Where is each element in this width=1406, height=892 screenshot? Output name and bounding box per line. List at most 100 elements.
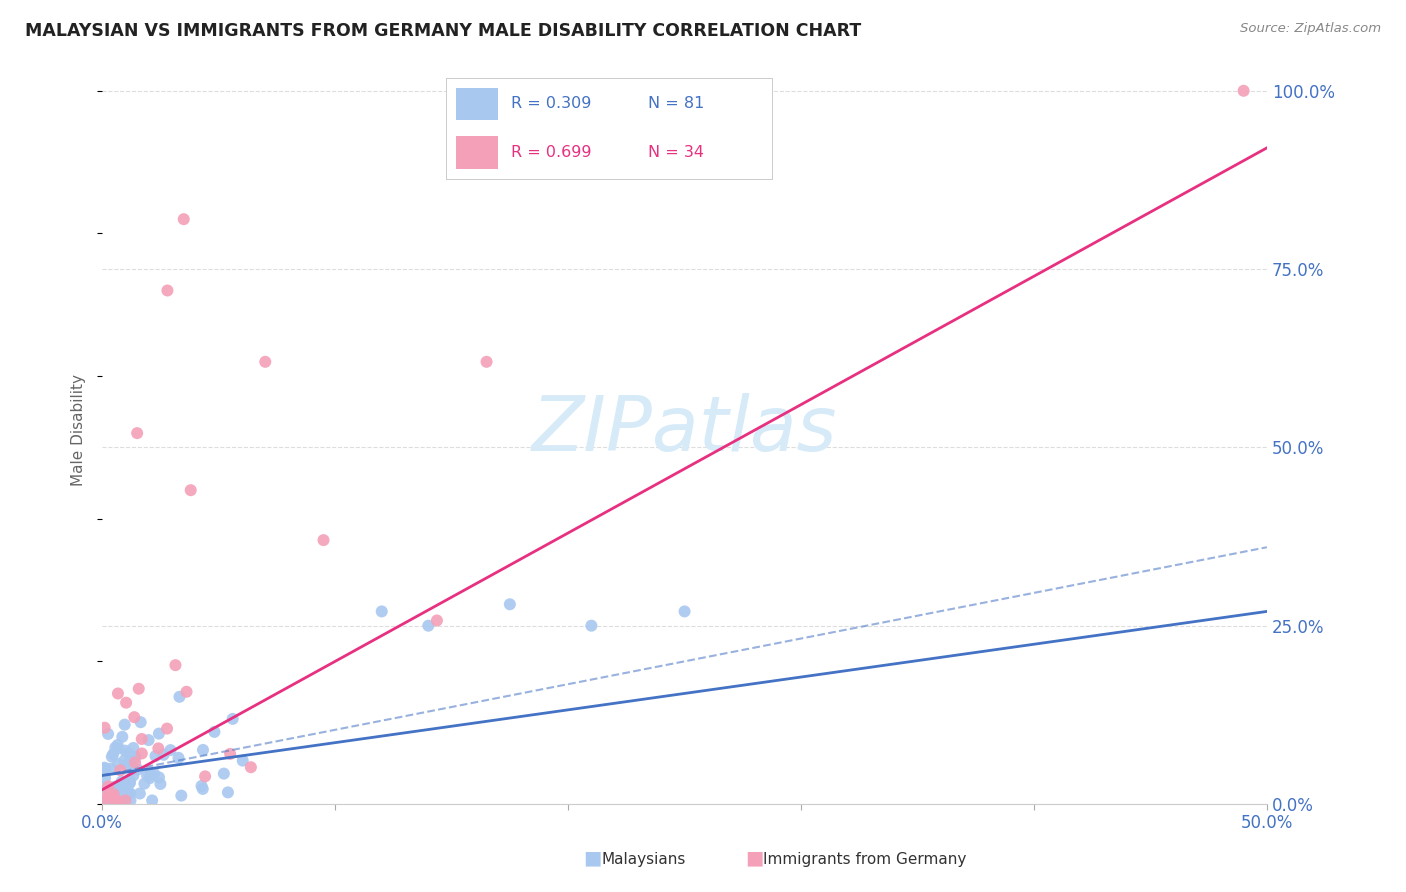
Point xyxy=(110,764,132,778)
Point xyxy=(98,793,121,807)
Point xyxy=(117,746,139,760)
Point xyxy=(127,426,149,441)
Point xyxy=(107,793,129,807)
Point xyxy=(190,779,212,793)
Point xyxy=(120,756,142,770)
Point xyxy=(114,744,136,758)
Point xyxy=(117,760,139,774)
Point xyxy=(118,756,141,770)
Point xyxy=(581,618,603,632)
Point xyxy=(426,614,449,628)
Point xyxy=(173,212,195,227)
Point xyxy=(111,730,134,744)
Text: ZIPatlas: ZIPatlas xyxy=(531,392,837,467)
Point xyxy=(101,780,124,795)
Point xyxy=(107,738,129,752)
Point xyxy=(212,766,235,780)
Point xyxy=(134,777,156,791)
Text: MALAYSIAN VS IMMIGRANTS FROM GERMANY MALE DISABILITY CORRELATION CHART: MALAYSIAN VS IMMIGRANTS FROM GERMANY MAL… xyxy=(25,22,862,40)
Point xyxy=(107,686,129,700)
Point xyxy=(159,743,181,757)
Point xyxy=(114,717,136,731)
Point xyxy=(149,777,172,791)
Point xyxy=(128,787,150,801)
Point xyxy=(114,780,136,795)
Point xyxy=(104,780,127,794)
Point xyxy=(219,747,242,761)
Text: ■: ■ xyxy=(583,848,602,867)
Point xyxy=(239,760,262,774)
Point xyxy=(204,724,226,739)
Point xyxy=(93,780,115,795)
Point xyxy=(105,793,128,807)
Point xyxy=(120,775,142,789)
Point xyxy=(141,793,163,807)
Point xyxy=(191,743,214,757)
Point xyxy=(94,771,117,785)
Point xyxy=(120,749,142,764)
Point xyxy=(254,355,277,369)
Point xyxy=(103,787,125,801)
Point xyxy=(100,762,122,776)
Point xyxy=(475,355,498,369)
Point xyxy=(124,756,146,770)
Point xyxy=(124,710,146,724)
Point xyxy=(107,756,129,771)
Point xyxy=(221,712,243,726)
Point xyxy=(122,763,145,777)
Point xyxy=(110,779,132,793)
Point xyxy=(103,790,125,805)
Text: Immigrants from Germany: Immigrants from Germany xyxy=(763,852,967,867)
Point xyxy=(96,793,118,807)
Point xyxy=(127,763,149,777)
Point xyxy=(101,749,124,764)
Point xyxy=(136,769,159,783)
Point xyxy=(129,715,152,730)
Point xyxy=(180,483,202,498)
Point xyxy=(118,772,141,787)
Point xyxy=(152,747,174,762)
Point xyxy=(93,793,115,807)
Point xyxy=(103,747,125,761)
Point xyxy=(115,696,138,710)
Point xyxy=(148,770,170,784)
Point xyxy=(169,690,191,704)
Point xyxy=(114,753,136,767)
Point xyxy=(139,767,162,781)
Point xyxy=(97,727,120,741)
Point xyxy=(100,789,122,804)
Point xyxy=(191,781,214,796)
Point xyxy=(97,793,120,807)
Point xyxy=(97,788,120,802)
Point xyxy=(94,762,117,776)
Point xyxy=(148,726,170,740)
Point xyxy=(312,533,335,547)
Point xyxy=(131,731,153,746)
Text: Source: ZipAtlas.com: Source: ZipAtlas.com xyxy=(1240,22,1381,36)
Point xyxy=(371,604,394,618)
Point xyxy=(111,774,134,789)
Point xyxy=(104,740,127,755)
Point xyxy=(93,721,115,735)
Point xyxy=(156,284,179,298)
Point xyxy=(499,597,522,611)
Point xyxy=(93,761,115,775)
Point xyxy=(156,722,179,736)
Point xyxy=(107,741,129,756)
Point xyxy=(117,787,139,801)
Point xyxy=(114,793,136,807)
Point xyxy=(110,793,132,807)
Point xyxy=(128,681,150,696)
Point xyxy=(105,782,128,797)
Text: ■: ■ xyxy=(745,848,763,867)
Point xyxy=(120,786,142,800)
Point xyxy=(120,793,142,807)
Point xyxy=(108,793,131,807)
Point xyxy=(131,747,153,761)
Point xyxy=(143,766,166,780)
Point xyxy=(138,733,160,747)
Point xyxy=(148,741,170,756)
Point xyxy=(418,618,440,632)
Point xyxy=(124,749,146,764)
Point xyxy=(167,751,190,765)
